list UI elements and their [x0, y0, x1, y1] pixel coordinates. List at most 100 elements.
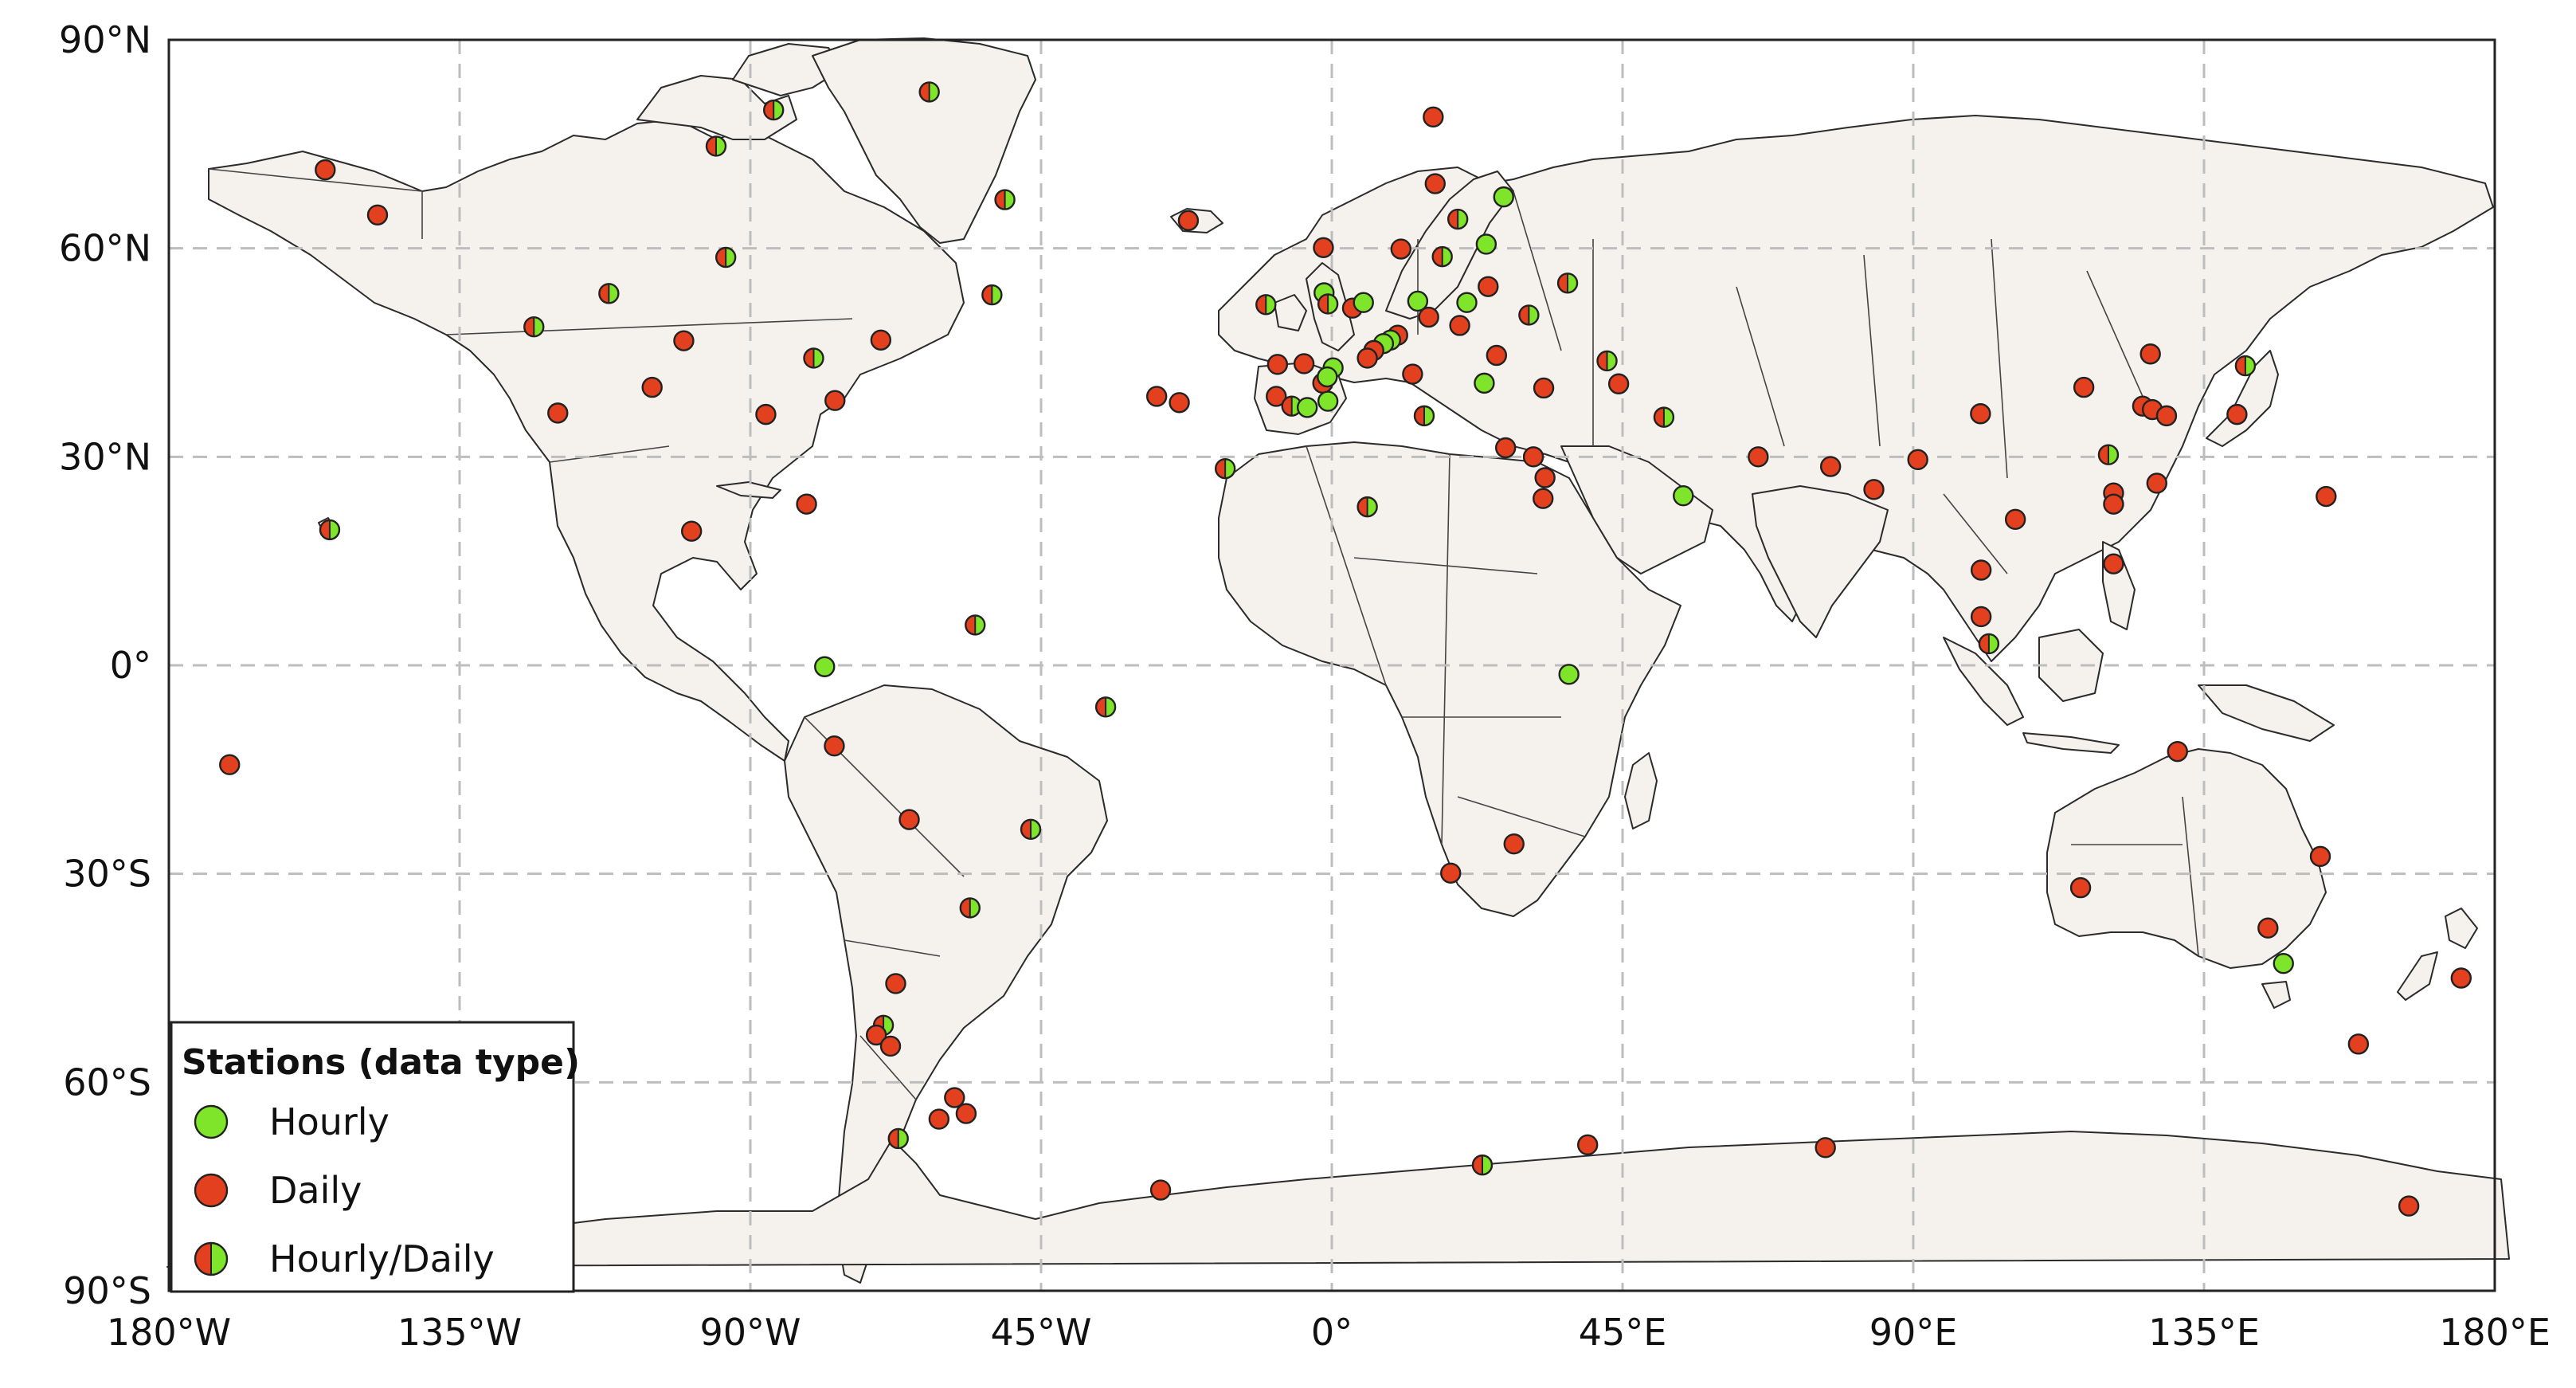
station-marker-both	[714, 246, 737, 269]
eurasia-landmass	[1218, 115, 2494, 662]
station-marker-both-hourly-half	[1568, 273, 1578, 293]
x-tick-label: 45°E	[1579, 1311, 1667, 1354]
station-marker-daily	[1390, 238, 1411, 260]
station-marker-both-hourly-half	[1031, 819, 1041, 839]
y-tick-label: 60°N	[59, 227, 151, 270]
station-marker-hourly	[2273, 952, 2294, 974]
station-marker-daily	[1177, 210, 1200, 231]
station-marker-daily	[1907, 449, 1928, 471]
station-marker-both-hourly-half	[969, 898, 980, 918]
station-marker-both	[918, 81, 940, 103]
latitude-axis: 90°N 60°N 30°N 0° 30°S 60°S 90°S	[59, 18, 151, 1312]
station-marker-daily-dot	[1266, 354, 1289, 375]
station-marker-both	[1653, 406, 1675, 428]
station-marker-hourly	[1475, 233, 1497, 255]
station-marker-daily-dot	[366, 204, 389, 225]
station-marker-daily	[2309, 845, 2331, 868]
station-marker-both-hourly-half	[1423, 406, 1434, 425]
y-tick-label: 90°S	[63, 1269, 151, 1312]
station-marker-daily	[870, 329, 892, 351]
station-marker-daily	[955, 1103, 977, 1124]
station-marker-daily-dot	[2398, 1195, 2420, 1217]
station-marker-daily-dot	[1576, 1134, 1599, 1156]
station-marker-both-hourly-half	[1607, 351, 1617, 371]
legend-label-both: Hourly/Daily	[269, 1237, 495, 1280]
station-marker-both-hourly-half	[1663, 407, 1674, 427]
x-tick-label: 180°W	[107, 1311, 231, 1354]
australia-landmass	[2046, 748, 2327, 969]
station-marker-both-daily-half	[319, 520, 330, 539]
station-marker-daily	[1423, 106, 1444, 128]
station-marker-both-daily-half	[1979, 633, 1989, 653]
station-marker-daily-dot	[885, 973, 906, 994]
station-marker-daily-dot	[1402, 363, 1423, 385]
north-america-landmass	[208, 119, 965, 762]
station-marker-daily-dot	[1819, 456, 1842, 477]
station-marker-daily-dot	[1494, 437, 1517, 459]
station-marker-both-hourly-half	[1328, 294, 1338, 314]
station-marker-daily	[2347, 1033, 2370, 1055]
station-marker-both-hourly-half	[2108, 445, 2118, 465]
station-marker-daily	[1970, 559, 1992, 581]
station-marker-daily	[1149, 1179, 1172, 1201]
x-tick-label: 180°E	[2439, 1311, 2551, 1354]
y-tick-label: 60°S	[63, 1061, 151, 1104]
station-marker-hourly-dot	[1475, 233, 1497, 255]
station-marker-hourly	[1407, 290, 1429, 312]
station-marker-daily	[1440, 862, 1462, 884]
station-marker-daily-dot	[2004, 508, 2026, 531]
station-marker-daily	[1522, 446, 1544, 468]
station-marker-both-daily-half	[524, 317, 534, 337]
map-frame-border	[167, 38, 2496, 1292]
station-marker-daily	[2069, 876, 2092, 899]
station-marker-daily-dot	[2226, 403, 2248, 425]
ireland-landmass	[1274, 294, 1307, 331]
station-marker-hourly	[1317, 390, 1339, 412]
station-marker-hourly	[1558, 664, 1580, 685]
station-marker-daily-dot	[2073, 376, 2095, 398]
station-marker-both	[598, 283, 620, 304]
station-marker-daily	[1503, 833, 1525, 855]
station-marker-daily	[928, 1108, 950, 1130]
station-marker-both-daily-half	[707, 136, 717, 156]
arctic-archipelago-landmass	[636, 75, 797, 140]
station-marker-daily-dot	[2103, 493, 2124, 515]
station-marker-daily-dot	[315, 159, 336, 181]
y-tick-label: 30°S	[63, 853, 151, 896]
x-tick-label: 135°W	[397, 1311, 522, 1354]
antarctica-landmass	[166, 1131, 2510, 1268]
station-marker-daily-dot	[547, 402, 569, 424]
legend-symbol-both	[194, 1241, 229, 1276]
station-marker-both-daily-half	[1472, 1155, 1482, 1175]
station-marker-daily-dot	[641, 376, 663, 398]
station-marker-daily	[1534, 467, 1556, 488]
station-marker-both-daily-half	[1282, 396, 1292, 416]
station-marker-daily	[1815, 1137, 1836, 1159]
station-marker-both-hourly-half	[329, 520, 339, 539]
station-marker-both-hourly-half	[1004, 190, 1015, 210]
station-marker-both-hourly-half	[992, 285, 1002, 305]
station-marker-hourly-dot	[814, 656, 836, 677]
legend-symbol-daily	[194, 1173, 229, 1208]
station-marker-both-daily-half	[1448, 210, 1458, 229]
station-marker-daily-dot	[2316, 485, 2337, 508]
station-marker-daily-dot	[796, 493, 817, 515]
x-tick-label: 0°	[1311, 1311, 1353, 1354]
station-marker-daily	[1169, 392, 1190, 414]
station-marker-daily-dot	[2347, 1033, 2370, 1055]
madagascar-landmass	[1624, 752, 1658, 829]
station-marker-daily-dot	[2103, 553, 2124, 574]
station-marker-daily	[2103, 553, 2124, 574]
station-marker-daily-dot	[2146, 472, 2167, 494]
station-marker-daily	[2257, 917, 2279, 939]
station-marker-daily-dot	[1486, 344, 1508, 367]
station-marker-daily-dot	[1907, 449, 1928, 471]
station-marker-daily-dot	[755, 403, 777, 425]
station-marker-both-daily-half	[1318, 294, 1329, 314]
station-marker-daily-dot	[2167, 740, 2188, 763]
station-marker-daily	[1418, 306, 1439, 328]
station-marker-both	[1317, 293, 1339, 315]
station-marker-daily-dot	[1607, 373, 1630, 394]
station-marker-hourly	[1493, 186, 1514, 208]
station-marker-hourly	[1296, 397, 1318, 418]
